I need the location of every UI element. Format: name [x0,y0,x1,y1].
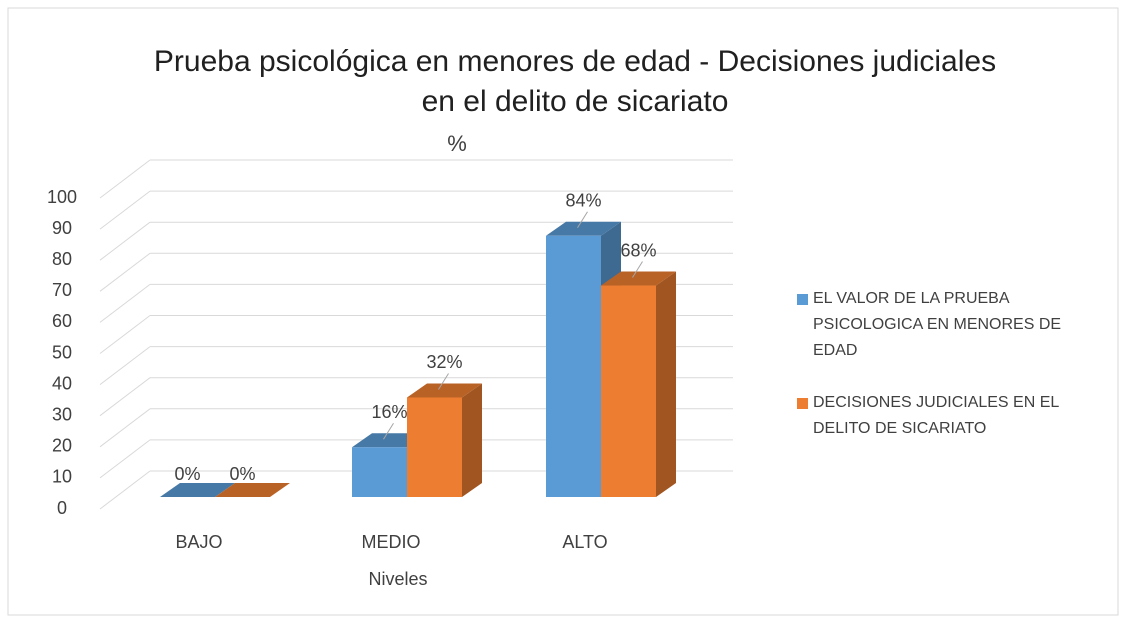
bar-side [656,271,676,497]
data-label: 0% [174,464,200,484]
legend-label: EL VALOR DE LA PRUEBA PSICOLOGICA EN MEN… [813,290,1062,359]
data-label: 16% [371,402,407,422]
legend-item: EL VALOR DE LA PRUEBA PSICOLOGICA EN MEN… [797,286,1107,364]
legend-swatch [797,398,808,409]
data-label: 84% [565,191,601,211]
y-tick-label: 90 [52,218,72,238]
grid-line [99,284,151,323]
chart-title: Prueba psicológica en menores de edad - … [153,45,997,118]
bar-top [601,271,676,286]
bar [352,447,407,497]
y-axis-label: % [447,131,467,156]
y-tick-label: 0 [57,498,67,518]
data-label: 32% [426,352,462,372]
bar [601,285,656,497]
bar-top [546,221,621,236]
x-tick-label: BAJO [175,532,222,552]
legend-swatch [797,294,808,305]
grid-line [99,190,151,230]
y-tick-label: 50 [52,342,72,362]
grid-line [99,159,151,199]
grid-line [99,470,151,510]
grid-line [99,221,151,261]
leader-line [383,422,394,440]
bar [407,397,462,497]
y-tick-label: 80 [52,249,72,269]
bar [546,235,601,497]
grid-line [99,252,151,292]
leader-line [632,261,643,278]
grid-line [99,408,151,448]
y-tick-label: 60 [52,311,72,331]
data-label: 0% [229,464,255,484]
bar-side [462,383,482,497]
bar-top [215,483,290,497]
chart-border [7,7,1119,616]
bar-top [160,483,235,497]
legend-item: DECISIONES JUDICIALES EN EL DELITO DE SI… [797,390,1107,442]
leader-line [438,373,449,390]
x-axis-label: Niveles [368,569,427,589]
data-label: 68% [620,240,656,260]
y-tick-label: 10 [52,467,72,487]
y-tick-label: 100 [47,187,77,207]
grid-line [99,346,151,385]
grid-line [99,377,151,417]
y-tick-label: 70 [52,280,72,300]
leader-line [577,211,588,229]
y-tick-label: 40 [52,373,72,393]
legend-label: DECISIONES JUDICIALES EN EL DELITO DE SI… [813,394,1059,437]
y-tick-label: 20 [52,436,72,456]
x-tick-label: MEDIO [361,532,420,552]
y-tick-label: 30 [52,404,72,424]
x-tick-label: ALTO [562,532,607,552]
bar-top [407,383,482,398]
grid-line [99,315,151,354]
grid-line [99,439,151,479]
